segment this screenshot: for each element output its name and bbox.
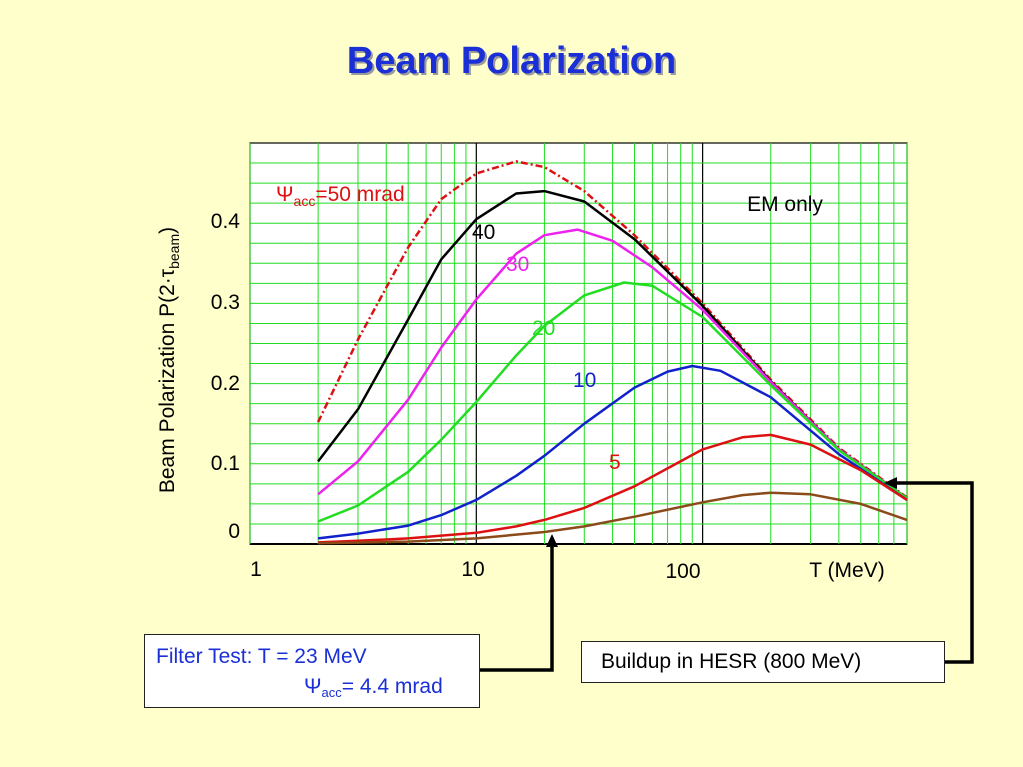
series-label: 40 [472, 221, 495, 244]
y-tick-label: 0.2 [211, 372, 240, 395]
y-tick-label: 0.3 [211, 291, 240, 314]
arrows [480, 477, 974, 672]
psi-acc-line: Ψacc= 4.4 mrad [304, 675, 443, 699]
curves [316, 160, 908, 545]
series-label-rest: =50 mrad [315, 183, 404, 206]
filter-test-arrowhead [546, 534, 558, 547]
filter-test-box: Filter Test: T = 23 MeV Ψacc= 4.4 mrad [144, 634, 480, 708]
psi-value: = 4.4 mrad [341, 675, 443, 698]
series-label: 20 [532, 317, 555, 340]
buildup-arrow [895, 481, 974, 664]
tick-labels: 1 10 100 0 0.1 0.2 0.3 0.4 T (MeV) Beam Polarizat… [156, 210, 885, 583]
series-line [317, 364, 908, 540]
y-tick-label: 0 [228, 520, 240, 543]
series-line [317, 228, 908, 500]
curve-labels: EM only Ψacc=50 mrad 40 30 20 10 5 [276, 183, 823, 474]
y-tick-label: 0.4 [211, 210, 241, 233]
series-label-symbol: Ψ [276, 183, 294, 206]
series-label: 10 [573, 369, 596, 392]
slide-title: Beam Polarization [346, 40, 677, 82]
grid [249, 143, 908, 544]
buildup-arrowhead [884, 477, 897, 489]
psi-subscript: acc [321, 685, 342, 700]
y-axis-label: Beam Polarization P(2·τbeam) [156, 227, 182, 493]
x-axis-label: T (MeV) [809, 559, 884, 582]
x-tick-label: 10 [461, 558, 484, 581]
y-tick-label: 0.1 [211, 452, 240, 475]
filter-test-line: Filter Test: T = 23 MeV [156, 645, 367, 668]
series-line [318, 433, 908, 544]
y-axis-label-end: ) [156, 227, 179, 234]
series-label-sub: acc [294, 193, 316, 209]
x-tick-label: 100 [665, 560, 700, 583]
buildup-text: Buildup in HESR (800 MeV) [601, 650, 862, 673]
series-label: 5 [609, 451, 621, 474]
y-axis-label-sub: beam [166, 234, 182, 269]
filter-test-arrow [480, 546, 554, 672]
y-axis-label-main: Beam Polarization P(2·τ [156, 268, 179, 493]
buildup-box: Buildup in HESR (800 MeV) [581, 641, 945, 683]
em-only-annotation: EM only [747, 193, 823, 216]
series-line [317, 281, 908, 523]
series-label: 30 [506, 253, 529, 276]
series-label: Ψacc=50 mrad [276, 183, 405, 209]
psi-symbol: Ψ [304, 675, 322, 698]
series-line [318, 491, 908, 545]
x-tick-label: 1 [250, 558, 262, 581]
